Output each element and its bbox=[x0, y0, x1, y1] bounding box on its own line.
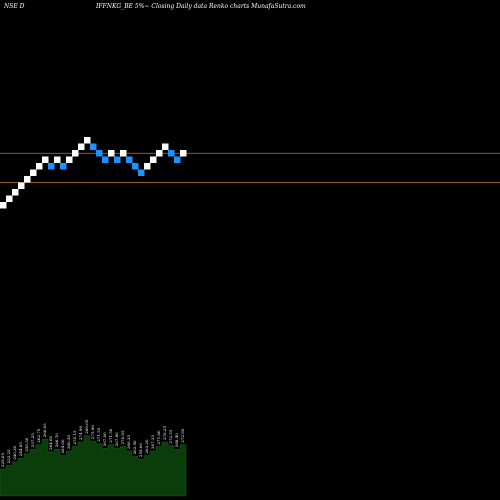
renko-down-brick bbox=[102, 156, 109, 163]
renko-up-brick bbox=[150, 156, 157, 163]
renko-up-brick bbox=[12, 189, 19, 196]
reference-lines bbox=[0, 152, 500, 183]
volume-price-label: 272.55 bbox=[168, 429, 173, 443]
volume-price-label: 267.35 bbox=[150, 435, 155, 449]
renko-up-brick bbox=[6, 195, 13, 202]
volume-price-label: 229.05 bbox=[0, 453, 5, 467]
renko-up-brick bbox=[180, 150, 187, 157]
volume-price-label: 250.50 bbox=[24, 437, 29, 451]
volume-price-label: 280.05 bbox=[84, 419, 89, 433]
renko-up-brick bbox=[36, 163, 43, 170]
volume-price-label: 268.40 bbox=[174, 433, 179, 447]
volume-price-label: 259.60 bbox=[138, 443, 143, 457]
renko-down-brick bbox=[174, 156, 181, 163]
renko-up-brick bbox=[66, 156, 73, 163]
renko-up-brick bbox=[120, 150, 127, 157]
chart-title: IFFNKG_BE 5%~ Closing Daily data Renko c… bbox=[96, 3, 306, 10]
renko-up-brick bbox=[72, 150, 79, 157]
volume-price-label: 266.05 bbox=[42, 423, 47, 437]
renko-up-brick bbox=[78, 143, 85, 150]
volume-price-label: 271.55 bbox=[96, 427, 101, 441]
volume-price-label: 266.35 bbox=[126, 435, 131, 449]
renko-up-brick bbox=[156, 150, 163, 157]
volume-price-label: 263.20 bbox=[144, 439, 149, 453]
volume-price-label: 264.60 bbox=[48, 435, 53, 449]
volume-price-label: 240.30 bbox=[12, 445, 17, 459]
renko-down-brick bbox=[168, 150, 175, 157]
renko-down-brick bbox=[132, 163, 139, 170]
volume-price-label: 267.80 bbox=[114, 432, 119, 446]
volume-price-label: 262.75 bbox=[36, 428, 41, 442]
volume-price-label: 276.25 bbox=[162, 426, 167, 440]
volume-price-label: 275.90 bbox=[90, 425, 95, 439]
renko-down-brick bbox=[90, 143, 97, 150]
volume-price-label: 232.25 bbox=[6, 449, 11, 463]
volume-price-label: 267.00 bbox=[102, 432, 107, 446]
volume-price-label: 274.90 bbox=[78, 426, 83, 440]
volume-price-label: 266.10 bbox=[54, 433, 59, 447]
renko-up-brick bbox=[18, 182, 25, 189]
renko-down-brick bbox=[96, 150, 103, 157]
renko-down-brick bbox=[60, 163, 67, 170]
renko-up-brick bbox=[54, 156, 61, 163]
renko-down-brick bbox=[48, 163, 55, 170]
volume-labels: 229.05 232.25 240.30 244.85 250.50 257.25 262.… bbox=[0, 419, 185, 467]
volume-area bbox=[0, 435, 187, 497]
volume-price-label: 272.95 bbox=[180, 428, 185, 442]
volume-price-label: 244.85 bbox=[18, 442, 23, 456]
volume-price-label: 271.80 bbox=[156, 430, 161, 444]
volume-price-label: 264.00 bbox=[60, 439, 65, 453]
renko-up-brick bbox=[30, 169, 37, 176]
renko-down-brick bbox=[126, 156, 133, 163]
renko-bricks bbox=[0, 137, 187, 209]
volume-price-label: 270.85 bbox=[120, 430, 125, 444]
renko-down-brick bbox=[114, 156, 121, 163]
renko-up-brick bbox=[108, 150, 115, 157]
renko-up-brick bbox=[84, 137, 91, 144]
volume-price-label: 262.50 bbox=[132, 440, 137, 454]
renko-up-brick bbox=[42, 156, 49, 163]
volume-fill bbox=[0, 435, 187, 497]
renko-down-brick bbox=[138, 169, 145, 176]
renko-up-brick bbox=[24, 176, 31, 183]
volume-price-label: 270.15 bbox=[72, 430, 77, 444]
volume-price-label: 257.25 bbox=[30, 433, 35, 447]
volume-price-label: 266.30 bbox=[66, 435, 71, 449]
exchange-label: NSE D bbox=[4, 3, 25, 10]
volume-price-label: 271.50 bbox=[108, 428, 113, 442]
renko-up-brick bbox=[0, 202, 7, 209]
renko-up-brick bbox=[162, 143, 169, 150]
renko-up-brick bbox=[144, 163, 151, 170]
